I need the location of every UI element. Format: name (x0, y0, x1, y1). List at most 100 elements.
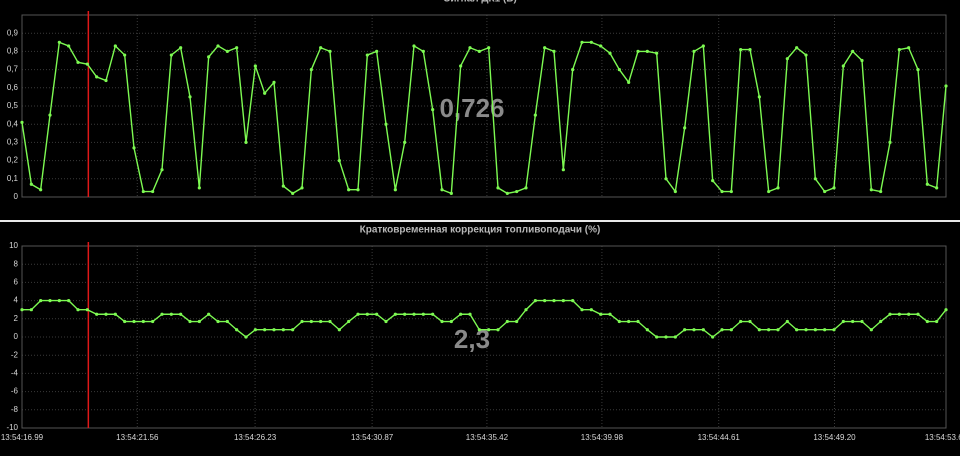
data-point (403, 312, 407, 316)
y-tick-label: 2 (14, 314, 19, 323)
data-point (76, 308, 80, 312)
data-point (664, 177, 668, 181)
data-point (207, 55, 211, 59)
data-point (776, 186, 780, 190)
data-point (188, 319, 192, 324)
data-point (496, 328, 500, 332)
data-point (67, 299, 71, 303)
data-point (925, 319, 929, 324)
data-point (589, 40, 593, 44)
data-point (95, 312, 99, 316)
data-point (281, 184, 285, 188)
data-point (776, 328, 780, 332)
data-point (897, 312, 901, 316)
y-tick-label: -10 (6, 423, 18, 432)
data-point (561, 299, 565, 303)
data-point (907, 46, 911, 50)
data-point (524, 308, 528, 312)
data-point (207, 312, 211, 316)
data-point (179, 46, 183, 50)
data-point (449, 319, 453, 324)
y-tick-label: 0,4 (7, 119, 19, 128)
data-point (664, 335, 668, 339)
data-point (804, 53, 808, 57)
data-point (291, 191, 295, 195)
data-point (375, 49, 379, 54)
data-point (48, 113, 52, 117)
data-point (636, 49, 640, 54)
panel: Кратковременная коррекция топливоподачи … (1, 225, 960, 442)
data-point (673, 189, 677, 194)
data-point (291, 328, 295, 332)
data-point (580, 308, 584, 312)
data-point (365, 312, 369, 316)
data-point (841, 319, 845, 324)
data-point (468, 46, 472, 50)
data-point (169, 312, 173, 316)
data-point (515, 319, 519, 324)
data-point (403, 140, 407, 144)
data-point (216, 44, 220, 48)
data-point (767, 328, 771, 332)
data-point (496, 186, 500, 190)
data-point (188, 95, 192, 99)
data-point (636, 319, 640, 324)
data-point (412, 44, 416, 48)
x-tick-label: 13:54:53.62 (925, 433, 960, 442)
data-point (860, 319, 864, 324)
data-point (132, 319, 136, 324)
data-point (253, 328, 257, 332)
data-point (113, 312, 117, 316)
data-point (935, 186, 939, 190)
x-tick-label: 13:54:26.23 (234, 433, 277, 442)
data-point (571, 68, 575, 72)
data-point (888, 312, 892, 316)
data-point (375, 312, 379, 316)
data-point (216, 319, 220, 324)
data-point (356, 188, 360, 192)
data-point (160, 168, 164, 172)
panel: Сигнал ДК1 (В) 0 0,1 0,2 0,3 0,4 0,5 0,6 0,7 0,8 0… (7, 0, 948, 201)
data-point (907, 312, 911, 316)
data-point (832, 186, 836, 190)
data-point (944, 84, 948, 88)
data-point (841, 64, 845, 68)
data-point (711, 179, 715, 183)
y-tick-label: -6 (11, 387, 19, 396)
data-point (785, 57, 789, 61)
data-point (683, 328, 687, 332)
data-point (132, 146, 136, 150)
y-tick-label: -4 (11, 369, 19, 378)
data-point (393, 188, 397, 192)
data-point (365, 53, 369, 57)
current-value: 0,726 (439, 93, 504, 123)
data-point (823, 328, 827, 332)
data-point (487, 328, 491, 332)
data-point (673, 335, 677, 339)
data-point (599, 44, 603, 48)
data-point (589, 308, 593, 312)
y-tick-label: 6 (14, 278, 19, 287)
data-point (319, 319, 323, 324)
data-point (67, 44, 71, 48)
data-point (39, 188, 43, 192)
data-point (123, 53, 127, 57)
data-point (720, 328, 724, 332)
data-point (748, 47, 752, 52)
data-point (897, 47, 901, 52)
plot-frame (21, 245, 947, 429)
data-point (225, 49, 229, 54)
data-point (832, 328, 836, 332)
data-point (85, 308, 89, 312)
data-point (543, 299, 547, 303)
data-point (645, 328, 649, 332)
data-point (813, 328, 817, 332)
data-point (533, 113, 537, 117)
data-point (160, 312, 164, 316)
y-tick-label: 0,7 (7, 65, 19, 74)
y-tick-label: 10 (9, 241, 18, 250)
data-point (617, 319, 621, 324)
data-point (253, 64, 257, 68)
data-point (515, 189, 519, 194)
data-point (309, 68, 313, 72)
